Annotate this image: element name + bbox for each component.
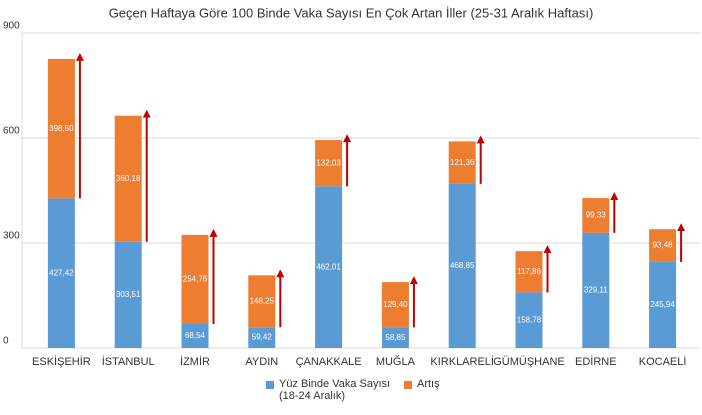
value-label: 245,94	[650, 300, 675, 309]
value-label: 303,51	[116, 290, 141, 299]
bar-segment	[448, 141, 476, 184]
bar-segment	[649, 229, 677, 262]
bar-segment	[515, 292, 543, 348]
value-label: 68,54	[185, 331, 206, 340]
bar-segment	[47, 58, 75, 199]
value-label: 468,85	[450, 261, 475, 270]
bar-segment	[47, 198, 75, 348]
value-label: 360,18	[116, 174, 141, 183]
y-tick-label: 600	[3, 126, 20, 137]
x-tick-label: AYDIN	[245, 356, 278, 368]
bar-segment	[381, 327, 409, 348]
x-tick-label: ESKİŞEHİR	[32, 355, 91, 368]
bar-segment	[649, 261, 677, 348]
bar-segment	[181, 324, 209, 348]
legend-label: Yüz Binde Vaka Sayısı (18-24 Aralık)	[279, 378, 391, 402]
value-label: 462,01	[316, 262, 341, 271]
value-label: 117,86	[517, 267, 541, 276]
chart-title: Geçen Haftaya Göre 100 Binde Vaka Sayısı…	[109, 5, 594, 20]
value-label: 427,42	[49, 268, 74, 277]
bar-segment	[181, 234, 209, 325]
bar-segment	[448, 183, 476, 348]
value-label: 58,85	[385, 333, 406, 342]
x-tick-label: EDİRNE	[575, 355, 617, 368]
value-label: 254,76	[183, 275, 208, 284]
legend-label: Artış	[417, 378, 440, 390]
value-label: 93,48	[653, 241, 674, 250]
bar-segment	[315, 140, 343, 187]
legend-swatch	[404, 381, 412, 389]
legend-swatch	[266, 381, 274, 389]
bar-segment	[582, 198, 610, 233]
y-tick-label: 300	[3, 231, 20, 242]
bar-segment	[114, 115, 142, 242]
x-tick-label: GÜMÜŞHANE	[493, 356, 565, 368]
legend-item: Artış	[404, 378, 440, 390]
bar-segment	[582, 232, 610, 348]
value-label: 99,33	[586, 211, 607, 220]
bar-segment	[381, 282, 409, 328]
bar-segment	[248, 327, 276, 348]
bar-segment	[315, 186, 343, 348]
legend-item: Yüz Binde Vaka Sayısı (18-24 Aralık)	[266, 378, 396, 402]
value-label: 398,50	[49, 124, 74, 133]
value-label: 129,40	[383, 300, 408, 309]
value-label: 59,42	[252, 333, 273, 342]
value-label: 329,11	[584, 286, 608, 295]
x-tick-label: MUĞLA	[376, 355, 416, 368]
value-label: 158,78	[517, 315, 542, 324]
y-tick-label: 0	[3, 336, 9, 347]
value-label: 121,36	[450, 158, 475, 167]
value-label: 148,25	[250, 296, 275, 305]
bar-segment	[515, 251, 543, 293]
bar-segment	[114, 241, 142, 348]
x-tick-label: İZMİR	[180, 355, 210, 368]
x-tick-label: KIRKLARELİ	[430, 355, 494, 368]
bar-segment	[248, 275, 276, 328]
y-tick-label: 900	[3, 21, 20, 32]
x-tick-label: İSTANBUL	[102, 355, 155, 368]
x-tick-label: ÇANAKKALE	[296, 356, 362, 368]
value-label: 132,03	[316, 158, 341, 167]
x-tick-label: KOCAELİ	[639, 355, 687, 368]
